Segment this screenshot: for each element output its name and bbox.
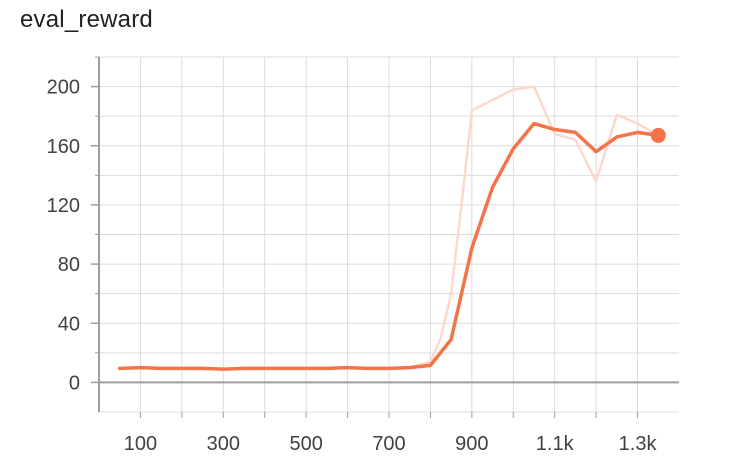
label-layer: 0 40 80 120 160 200 100 300 500 700 900 1.1k 1.3k xyxy=(47,77,658,455)
x-tick-label: 1.3k xyxy=(619,433,658,455)
x-tick-label: 100 xyxy=(124,433,157,455)
x-tick-label: 300 xyxy=(207,433,240,455)
x-tick-label: 900 xyxy=(455,433,488,455)
smoothed-series-line xyxy=(117,121,661,371)
y-tick-label: 80 xyxy=(58,254,80,276)
y-tick-label: 0 xyxy=(69,372,80,394)
y-tick-label: 160 xyxy=(47,136,80,158)
chart-title: eval_reward xyxy=(20,6,153,33)
y-tick-label: 40 xyxy=(58,313,80,335)
grid-layer xyxy=(99,56,679,413)
series-endpoint-marker xyxy=(650,127,666,143)
x-tick-label: 500 xyxy=(289,433,322,455)
x-tick-label: 700 xyxy=(372,433,405,455)
y-tick-label: 200 xyxy=(47,77,80,99)
x-tick-label: 1.1k xyxy=(536,433,575,455)
axis-layer xyxy=(91,56,679,418)
series-layer xyxy=(117,85,666,371)
y-tick-label: 120 xyxy=(47,195,80,217)
